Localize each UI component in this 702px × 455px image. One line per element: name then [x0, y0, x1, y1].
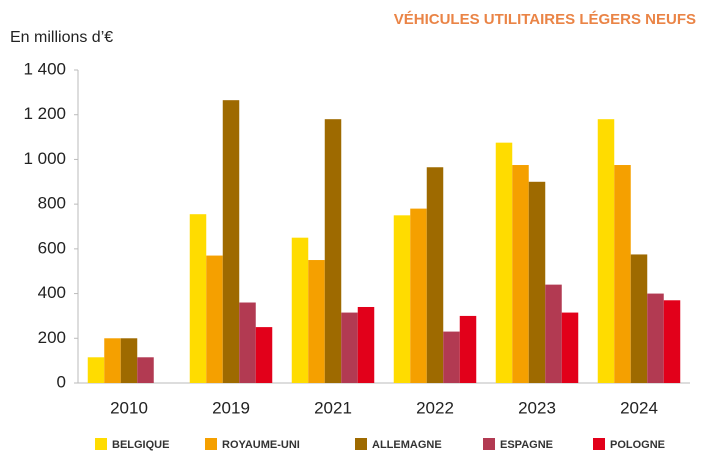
y-tick-label: 0	[57, 372, 66, 391]
y-tick-label: 1 200	[23, 104, 66, 123]
bar	[341, 312, 358, 383]
bar	[357, 306, 375, 383]
bar	[614, 165, 631, 383]
bar	[255, 327, 273, 383]
y-tick-label: 1 400	[23, 59, 66, 78]
y-tick-label: 400	[38, 283, 66, 302]
bar	[647, 293, 664, 383]
bar	[87, 357, 105, 383]
bar	[561, 312, 579, 383]
bar	[324, 119, 342, 383]
bar	[663, 300, 681, 383]
legend-swatch	[483, 438, 495, 450]
bar	[495, 142, 513, 383]
bar	[528, 181, 546, 383]
bar	[120, 338, 138, 383]
bar	[206, 255, 223, 383]
bar	[239, 302, 256, 383]
x-tick-label: 2022	[416, 398, 454, 417]
bar	[393, 215, 411, 383]
x-tick-label: 2010	[110, 398, 148, 417]
legend-swatch	[205, 438, 217, 450]
legend-label: BELGIQUE	[112, 439, 169, 451]
legend-label: ESPAGNE	[500, 439, 553, 451]
bar	[291, 237, 309, 383]
legend-swatch	[95, 438, 107, 450]
bar	[512, 165, 529, 383]
bar	[410, 208, 427, 383]
legend-swatch	[355, 438, 367, 450]
bar	[104, 338, 121, 383]
y-tick-label: 600	[38, 238, 66, 257]
bar	[222, 100, 240, 384]
x-tick-label: 2019	[212, 398, 250, 417]
bar	[426, 167, 444, 383]
legend-label: ALLEMAGNE	[372, 439, 442, 451]
y-axis-label: En millions d’€	[10, 29, 113, 46]
bar	[459, 315, 477, 383]
x-tick-label: 2023	[518, 398, 556, 417]
y-tick-label: 1 000	[23, 149, 66, 168]
x-tick-label: 2021	[314, 398, 352, 417]
y-tick-label: 800	[38, 194, 66, 213]
chart-title: VÉHICULES UTILITAIRES LÉGERS NEUFS	[394, 11, 696, 28]
bar	[308, 260, 325, 383]
bar	[630, 254, 648, 383]
bar	[137, 357, 154, 383]
x-tick-label: 2024	[620, 398, 658, 417]
bar	[189, 214, 207, 383]
bar	[443, 331, 460, 383]
y-tick-label: 200	[38, 328, 66, 347]
bar	[545, 284, 562, 383]
bar	[597, 119, 615, 383]
legend-label: ROYAUME-UNI	[222, 439, 300, 451]
legend-label: POLOGNE	[610, 439, 665, 451]
legend-swatch	[593, 438, 605, 450]
